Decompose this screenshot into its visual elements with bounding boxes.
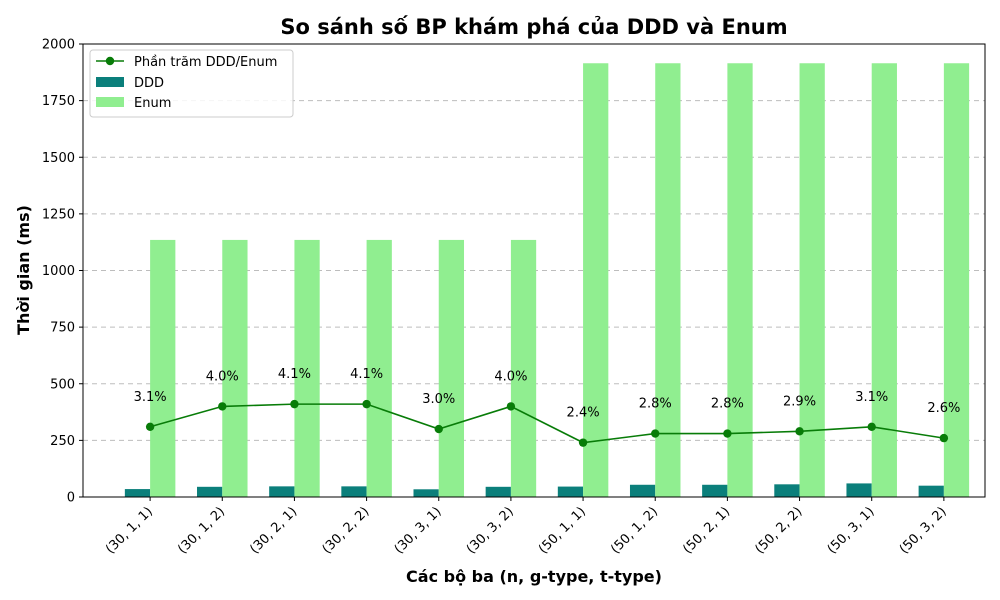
bar-ddd <box>341 486 367 497</box>
bar-ddd <box>702 484 728 497</box>
bar-enum <box>150 239 176 498</box>
legend-swatch-ddd <box>96 77 124 87</box>
line-point <box>939 433 949 443</box>
x-tick-label: (30, 3, 2) <box>464 504 517 557</box>
y-tick-label: 1250 <box>42 207 75 222</box>
legend-line-marker <box>105 56 115 66</box>
y-ticks: 0 250 500 750 1000 1250 1500 1750 2000 <box>42 38 83 506</box>
data-label: 4.0% <box>494 369 527 384</box>
legend-label-ddd: DDD <box>134 76 164 91</box>
chart-title: So sánh số BP khám phá của DDD và Enum <box>280 15 787 39</box>
x-ticks: (30, 1, 1) (30, 1, 2) (30, 2, 1) (30, 2, 2)… <box>103 497 950 557</box>
bars <box>124 63 970 498</box>
y-tick-label: 750 <box>50 321 75 336</box>
x-axis-label: Các bộ ba (n, g-type, t-type) <box>406 567 662 586</box>
legend-swatch-enum <box>96 97 124 107</box>
y-tick-label: 250 <box>50 434 75 449</box>
bar-enum <box>438 239 465 498</box>
x-tick-label: (30, 1, 1) <box>103 504 156 557</box>
data-label: 2.8% <box>639 397 672 412</box>
line-point <box>434 424 443 434</box>
line-series-percent <box>149 403 944 444</box>
line-point <box>578 438 588 447</box>
line-point <box>723 429 732 438</box>
data-label: 4.1% <box>350 367 383 382</box>
legend-box <box>89 49 294 118</box>
x-tick-label: (50, 2, 2) <box>753 504 806 557</box>
line-point <box>506 402 516 411</box>
bar-enum <box>294 239 320 498</box>
bar-ddd <box>846 483 872 497</box>
y-tick-label: 1750 <box>42 94 75 109</box>
line-point <box>795 427 804 436</box>
data-label: 3.1% <box>134 390 167 405</box>
x-tick-label: (50, 1, 1) <box>536 504 589 557</box>
x-tick-label: (50, 3, 2) <box>897 504 950 557</box>
legend-label-enum: Enum <box>134 96 171 111</box>
y-tick-label: 1000 <box>42 264 75 279</box>
y-tick-label: 1500 <box>42 151 75 166</box>
percent-line <box>145 399 949 447</box>
y-axis-label: Thời gian (ms) <box>14 205 33 335</box>
line-point <box>362 399 371 409</box>
line-point <box>651 429 660 438</box>
y-tick-label: 0 <box>67 491 75 506</box>
bar-ddd <box>918 485 944 497</box>
bar-ddd <box>485 486 511 497</box>
x-tick-label: (30, 2, 1) <box>247 504 300 557</box>
line-point <box>290 399 299 409</box>
bar-enum <box>583 63 609 497</box>
y-tick-label: 500 <box>50 377 75 392</box>
bar-ddd <box>124 489 151 497</box>
bar-enum <box>366 239 392 498</box>
bar-enum <box>222 239 248 498</box>
bar-enum <box>871 63 897 497</box>
data-labels: 3.1% 4.0% 4.1% 4.1% 3.0% 4.0% 2.4% 2.8% 2.8% 2.9%… <box>134 367 961 421</box>
line-point <box>145 422 155 431</box>
bar-ddd <box>269 486 295 497</box>
data-label: 4.1% <box>278 367 311 382</box>
bar-ddd <box>413 489 439 497</box>
y-tick-label: 2000 <box>42 38 75 53</box>
line-point <box>218 402 227 411</box>
data-label: 4.0% <box>206 369 239 384</box>
line-point <box>867 422 876 431</box>
data-label: 2.6% <box>927 401 960 416</box>
data-label: 3.1% <box>855 390 888 405</box>
bar-enum <box>943 63 970 497</box>
data-label: 2.8% <box>711 397 744 412</box>
legend-label-percent: Phần trăm DDD/Enum <box>134 55 277 70</box>
bar-enum <box>510 239 537 498</box>
bar-enum <box>727 63 753 497</box>
legend: Phần trăm DDD/Enum DDD Enum <box>89 49 294 118</box>
bar-enum <box>799 63 825 497</box>
x-tick-label: (50, 1, 2) <box>608 504 661 557</box>
data-label: 2.9% <box>783 394 816 409</box>
x-tick-label: (50, 3, 1) <box>825 504 878 557</box>
x-tick-label: (30, 2, 2) <box>320 504 373 557</box>
x-tick-label: (50, 2, 1) <box>680 504 733 557</box>
bar-ddd <box>557 486 584 497</box>
data-label: 3.0% <box>422 392 455 407</box>
bar-ddd <box>774 484 800 497</box>
bar-ddd <box>629 484 656 497</box>
data-label: 2.4% <box>567 406 600 421</box>
bar-ddd <box>197 486 223 497</box>
bar-enum <box>655 63 681 497</box>
x-tick-label: (30, 3, 1) <box>392 504 445 557</box>
x-tick-label: (30, 1, 2) <box>175 504 228 557</box>
